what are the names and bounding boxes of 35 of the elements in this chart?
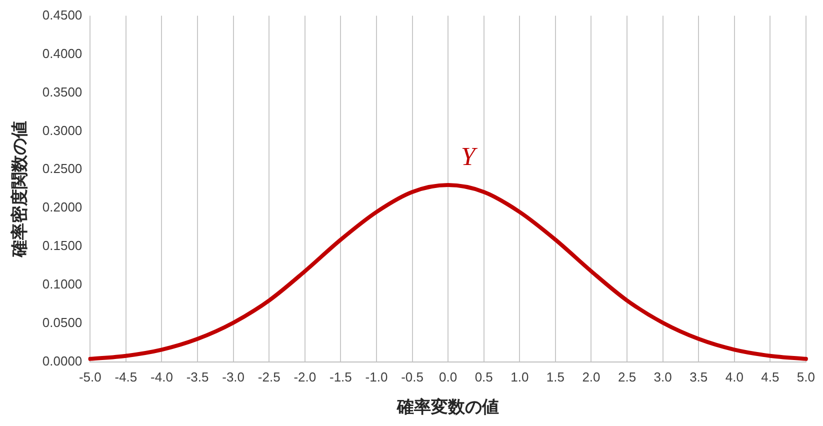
x-tick-label: -3.5 bbox=[186, 369, 209, 384]
y-tick-label: 0.0500 bbox=[42, 315, 82, 330]
x-tick-label: -2.0 bbox=[294, 369, 316, 384]
y-tick-label: 0.1500 bbox=[42, 238, 82, 254]
x-tick-label: 1.0 bbox=[510, 369, 529, 384]
y-axis-title: 確率密度関数の値 bbox=[10, 120, 29, 258]
x-tick-label: 5.0 bbox=[796, 369, 816, 384]
x-tick-label: 2.0 bbox=[582, 369, 600, 384]
x-tick-label: 0.0 bbox=[439, 369, 458, 384]
series-label: Y bbox=[460, 142, 478, 171]
x-tick-label: 3.5 bbox=[690, 369, 708, 384]
x-tick-label: -0.5 bbox=[401, 369, 424, 384]
x-tick-label: -1.0 bbox=[365, 369, 388, 384]
x-tick-label: -5.0 bbox=[78, 369, 102, 384]
x-tick-label: -3.0 bbox=[222, 369, 245, 384]
x-tick-label: 0.5 bbox=[474, 369, 493, 384]
x-tick-label: 4.5 bbox=[761, 369, 780, 384]
y-tick-label: 0.2000 bbox=[42, 200, 82, 215]
x-tick-label: -4.5 bbox=[114, 369, 138, 384]
line-series bbox=[88, 183, 808, 361]
x-tick-label: -2.5 bbox=[258, 369, 280, 384]
y-tick-label: 0.2500 bbox=[42, 161, 82, 176]
x-tick-label: 1.5 bbox=[546, 369, 564, 384]
x-tick-label: 3.0 bbox=[654, 369, 672, 384]
y-tick-label: 0.4000 bbox=[42, 46, 82, 61]
y-tick-label: 0.1000 bbox=[42, 276, 82, 292]
y-tick-label: 0.0000 bbox=[42, 354, 82, 369]
x-tick-label: 4.0 bbox=[725, 369, 744, 384]
y-tick-label: 0.3500 bbox=[42, 84, 82, 100]
x-tick-label: 2.5 bbox=[618, 369, 636, 384]
x-axis-title: 確率変数の値 bbox=[396, 397, 500, 416]
x-tick-label: -4.0 bbox=[150, 369, 173, 384]
y-tick-label: 0.3000 bbox=[42, 122, 82, 138]
x-tick-label: -1.5 bbox=[329, 369, 352, 384]
y-tick-label: 0.4500 bbox=[42, 7, 82, 22]
